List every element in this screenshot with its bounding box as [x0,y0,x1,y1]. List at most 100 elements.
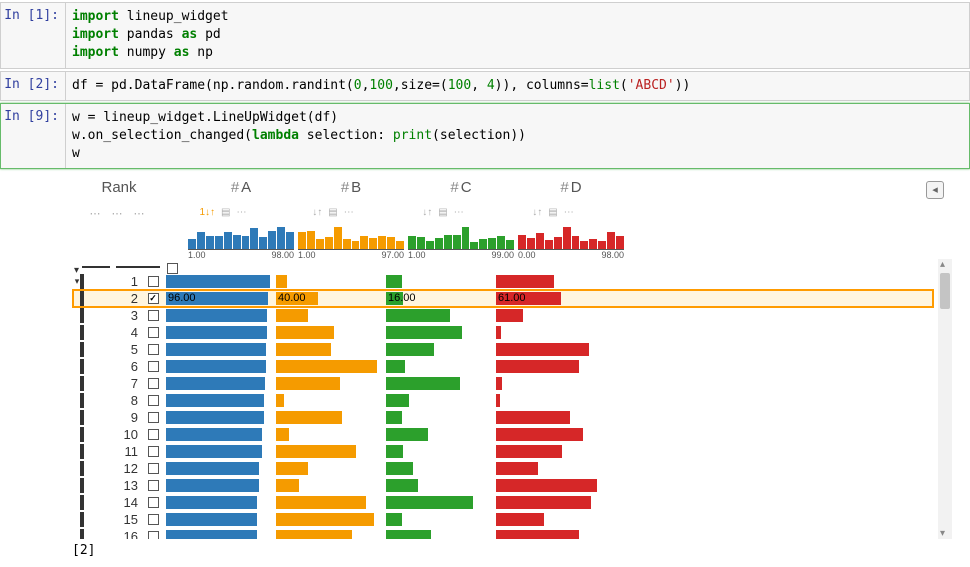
row-checkbox[interactable] [142,378,164,389]
cell-D[interactable] [494,427,604,442]
cell-B[interactable] [274,529,384,539]
table-row[interactable]: 6 [74,358,952,375]
code-input[interactable]: df = pd.DataFrame(np.random.randint(0,10… [65,72,969,100]
menu-icon[interactable]: ⋯ [454,207,464,221]
cell-C[interactable]: 16.00 [384,291,494,306]
cell-A[interactable] [164,410,274,425]
menu-icon[interactable]: ⋯ [128,207,150,225]
sort-icon[interactable]: 1↓↑ [199,207,215,221]
cell-D[interactable] [494,512,604,527]
cell-B[interactable] [274,495,384,510]
table-row[interactable]: 7 [74,375,952,392]
cell-C[interactable] [384,529,494,539]
cell-D[interactable] [494,410,604,425]
cell-C[interactable] [384,359,494,374]
table-row[interactable]: 16 [74,528,952,539]
table-row[interactable]: 11 [74,443,952,460]
menu-icon[interactable]: ⋯ [237,207,247,221]
row-checkbox[interactable] [142,463,164,474]
panel-collapse-button[interactable]: ◂ [926,181,944,199]
code-cell-2[interactable]: In [2]: df = pd.DataFrame(np.random.rand… [0,71,970,101]
table-row[interactable]: 14 [74,494,952,511]
sort-icon[interactable]: ↓↑ [312,207,322,221]
row-checkbox[interactable] [142,344,164,355]
row-checkbox[interactable] [142,446,164,457]
cell-A[interactable] [164,393,274,408]
cell-C[interactable] [384,427,494,442]
cell-B[interactable] [274,342,384,357]
view-icon[interactable]: ▤ [548,207,557,221]
table-row[interactable]: 12 [74,460,952,477]
hist-D[interactable]: 0.0098.00 [516,227,626,257]
lineup-widget[interactable]: ◂ Rank #A #B #C #D ⋯ ⋯ ⋯ 1↓↑▤⋯ ↓↑▤⋯ [72,179,952,539]
cell-B[interactable] [274,461,384,476]
cell-A[interactable] [164,274,274,289]
cell-D[interactable] [494,274,604,289]
cell-A[interactable] [164,529,274,539]
table-row[interactable]: ▾1 [74,273,952,290]
cell-A[interactable] [164,512,274,527]
col-header-D[interactable]: #D [516,179,626,196]
table-row[interactable]: 15 [74,511,952,528]
cell-C[interactable] [384,410,494,425]
row-checkbox[interactable]: ✓ [142,293,164,304]
table-row[interactable]: 3 [74,307,952,324]
menu-icon[interactable]: ⋯ [564,207,574,221]
cell-B[interactable] [274,376,384,391]
cell-C[interactable] [384,274,494,289]
cell-C[interactable] [384,342,494,357]
table-row[interactable]: 4 [74,324,952,341]
row-checkbox[interactable] [142,395,164,406]
cell-B[interactable] [274,325,384,340]
cell-C[interactable] [384,376,494,391]
cell-C[interactable] [384,393,494,408]
cell-C[interactable] [384,461,494,476]
hist-B[interactable]: 1.0097.00 [296,227,406,257]
table-row[interactable]: 8 [74,392,952,409]
sort-icon[interactable]: ↓↑ [422,207,432,221]
cell-B[interactable] [274,308,384,323]
cell-A[interactable] [164,427,274,442]
cell-D[interactable] [494,308,604,323]
cell-B[interactable] [274,359,384,374]
col-header-C[interactable]: #C [406,179,516,196]
col-header-B[interactable]: #B [296,179,406,196]
code-cell-1[interactable]: In [1]: import lineup_widget import pand… [0,2,970,69]
row-checkbox[interactable] [142,361,164,372]
row-checkbox[interactable] [142,514,164,525]
row-checkbox[interactable] [142,429,164,440]
cell-D[interactable] [494,325,604,340]
menu-icon[interactable]: ⋯ [106,207,128,225]
view-icon[interactable]: ▤ [438,207,447,221]
cell-A[interactable] [164,461,274,476]
cell-D[interactable]: 61.00 [494,291,604,306]
code-input[interactable]: import lineup_widget import pandas as pd… [65,3,969,68]
rows-body[interactable]: ▾12✓96.0040.0016.0061.003456789101112131… [72,273,952,539]
cell-C[interactable] [384,308,494,323]
menu-icon[interactable]: ⋯ [344,207,354,221]
row-checkbox[interactable] [142,480,164,491]
row-checkbox[interactable] [142,310,164,321]
hist-C[interactable]: 1.0099.00 [406,227,516,257]
cell-D[interactable] [494,444,604,459]
cell-B[interactable] [274,444,384,459]
cell-A[interactable] [164,444,274,459]
cell-C[interactable] [384,444,494,459]
table-row[interactable]: 9 [74,409,952,426]
cell-A[interactable] [164,342,274,357]
cell-A[interactable] [164,495,274,510]
cell-D[interactable] [494,359,604,374]
code-input[interactable]: w = lineup_widget.LineUpWidget(df) w.on_… [65,104,969,169]
cell-D[interactable] [494,478,604,493]
cell-A[interactable] [164,359,274,374]
hist-A[interactable]: 1.0098.00 [186,227,296,257]
cell-C[interactable] [384,495,494,510]
code-cell-3[interactable]: In [9]: w = lineup_widget.LineUpWidget(d… [0,103,970,170]
table-row[interactable]: 2✓96.0040.0016.0061.00 [74,290,952,307]
cell-B[interactable] [274,512,384,527]
cell-B[interactable] [274,274,384,289]
row-checkbox[interactable] [142,327,164,338]
cell-B[interactable]: 40.00 [274,291,384,306]
cell-A[interactable] [164,325,274,340]
cell-C[interactable] [384,512,494,527]
